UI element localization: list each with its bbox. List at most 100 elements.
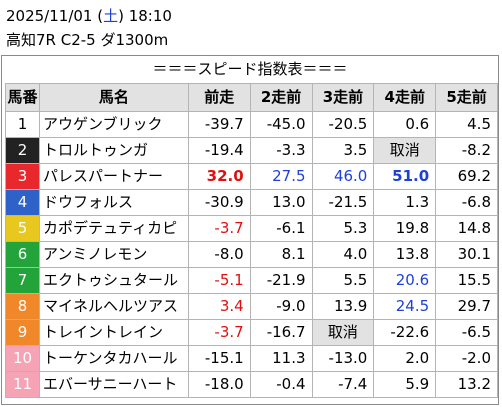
- speed-index-cell: -6.8: [435, 189, 498, 216]
- cancelled-cell: 取消: [311, 319, 375, 346]
- speed-index-cell: 0.6: [373, 111, 437, 138]
- table-row: 1 アウゲンブリック -39.7 -45.0 -20.5 0.6 4.5: [5, 111, 498, 138]
- speed-index-cell: 20.6: [373, 267, 437, 294]
- speed-index-table: 馬番 馬名 前走 2走前 3走前 4走前 5走前 1 アウゲンブリック -39.7-…: [5, 83, 498, 398]
- speed-index-cell: 1.3: [373, 189, 437, 216]
- speed-index-cell: 19.8: [373, 215, 437, 242]
- table-row: 5 カポデテュティカピ -3.7 -6.1 5.3 19.8 14.8: [5, 215, 498, 242]
- table-row: 11 エバーサニーハート -18.0 -0.4 -7.4 5.9 13.2: [5, 371, 498, 398]
- speed-index-cell: 11.3: [249, 345, 313, 372]
- speed-index-cell: -2.0: [435, 345, 498, 372]
- speed-index-cell: 3.4: [187, 293, 251, 320]
- speed-index-cell: -18.0: [187, 371, 251, 398]
- speed-index-cell: 13.0: [249, 189, 313, 216]
- horse-number: 11: [5, 371, 40, 398]
- date-suffix: ) 18:10: [118, 7, 172, 25]
- speed-index-cell: 13.9: [311, 293, 375, 320]
- cancelled-cell: 取消: [373, 137, 437, 164]
- table-row: 4 ドウフォルス -30.9 13.0 -21.5 1.3 -6.8: [5, 189, 498, 216]
- horse-name: アウゲンブリック: [38, 111, 189, 138]
- speed-index-cell: -39.7: [187, 111, 251, 138]
- horse-number: 7: [5, 267, 40, 294]
- speed-index-cell: 27.5: [249, 163, 313, 190]
- speed-index-cell: -22.6: [373, 319, 437, 346]
- table-row: 6 アンミノレモン -8.0 8.1 4.0 13.8 30.1: [5, 241, 498, 268]
- horse-number: 3: [5, 163, 40, 190]
- speed-index-cell: 14.8: [435, 215, 498, 242]
- horse-name: マイネルヘルツアス: [38, 293, 189, 320]
- speed-index-cell: -5.1: [187, 267, 251, 294]
- date-prefix: 2025/11/01 (: [6, 7, 104, 25]
- speed-index-cell: 13.2: [435, 371, 498, 398]
- speed-index-cell: 5.9: [373, 371, 437, 398]
- speed-index-cell: -0.4: [249, 371, 313, 398]
- table-body: 1 アウゲンブリック -39.7 -45.0 -20.5 0.6 4.5 2 トロルトゥンガ -1…: [5, 111, 498, 398]
- speed-index-cell: 15.5: [435, 267, 498, 294]
- speed-index-cell: -7.4: [311, 371, 375, 398]
- horse-number: 9: [5, 319, 40, 346]
- speed-index-cell: -8.2: [435, 137, 498, 164]
- horse-name: カポデテュティカピ: [38, 215, 189, 242]
- speed-index-cell: -3.7: [187, 319, 251, 346]
- horse-name: エバーサニーハート: [38, 371, 189, 398]
- table-row: 3 パレスパートナー 32.0 27.5 46.0 51.0 69.2: [5, 163, 498, 190]
- header-row: 馬番 馬名 前走 2走前 3走前 4走前 5走前: [5, 83, 498, 112]
- race-info: 高知7R C2-5 ダ1300m: [6, 31, 169, 49]
- speed-index-cell: -3.3: [249, 137, 313, 164]
- horse-number: 1: [5, 111, 40, 138]
- speed-index-cell: 32.0: [187, 163, 251, 190]
- horse-name: ドウフォルス: [38, 189, 189, 216]
- speed-index-cell: 5.5: [311, 267, 375, 294]
- speed-index-cell: 4.5: [435, 111, 498, 138]
- speed-index-cell: -6.1: [249, 215, 313, 242]
- speed-index-cell: 29.7: [435, 293, 498, 320]
- horse-number: 2: [5, 137, 40, 164]
- horse-name: トロルトゥンガ: [38, 137, 189, 164]
- col-header-3back: 3走前: [311, 83, 375, 112]
- speed-index-panel: ＝＝＝スピード指数表＝＝＝ 馬番 馬名 前走 2走前 3走前 4走前 5走前 1…: [1, 55, 499, 405]
- horse-name: アンミノレモン: [38, 241, 189, 268]
- horse-name: トレイントレイン: [38, 319, 189, 346]
- speed-index-cell: -9.0: [249, 293, 313, 320]
- table-banner: ＝＝＝スピード指数表＝＝＝: [152, 60, 348, 78]
- speed-index-cell: -21.5: [311, 189, 375, 216]
- horse-number: 6: [5, 241, 40, 268]
- table-row: 9 トレイントレイン -3.7 -16.7 取消 -22.6 -6.5: [5, 319, 498, 346]
- speed-index-cell: -16.7: [249, 319, 313, 346]
- col-header-name: 馬名: [38, 83, 189, 112]
- col-header-2back: 2走前: [249, 83, 313, 112]
- race-datetime: 2025/11/01 (土) 18:10: [6, 7, 172, 25]
- col-header-4back: 4走前: [373, 83, 437, 112]
- speed-index-cell: -30.9: [187, 189, 251, 216]
- speed-index-cell: 69.2: [435, 163, 498, 190]
- col-header-5back: 5走前: [435, 83, 498, 112]
- horse-number: 10: [5, 345, 40, 372]
- horse-number: 4: [5, 189, 40, 216]
- speed-index-cell: -20.5: [311, 111, 375, 138]
- speed-index-cell: 3.5: [311, 137, 375, 164]
- speed-index-cell: -19.4: [187, 137, 251, 164]
- speed-index-cell: 2.0: [373, 345, 437, 372]
- horse-name: パレスパートナー: [38, 163, 189, 190]
- speed-index-cell: -45.0: [249, 111, 313, 138]
- table-row: 10 トーケンタカハール -15.1 11.3 -13.0 2.0 -2.0: [5, 345, 498, 372]
- speed-index-cell: 5.3: [311, 215, 375, 242]
- col-header-number: 馬番: [5, 83, 40, 112]
- table-row: 8 マイネルヘルツアス 3.4 -9.0 13.9 24.5 29.7: [5, 293, 498, 320]
- speed-index-cell: -13.0: [311, 345, 375, 372]
- speed-index-cell: -6.5: [435, 319, 498, 346]
- speed-index-cell: 24.5: [373, 293, 437, 320]
- speed-index-cell: 46.0: [311, 163, 375, 190]
- speed-index-cell: -21.9: [249, 267, 313, 294]
- horse-name: トーケンタカハール: [38, 345, 189, 372]
- horse-name: エクトゥシュタール: [38, 267, 189, 294]
- speed-index-cell: 51.0: [373, 163, 437, 190]
- horse-number: 8: [5, 293, 40, 320]
- speed-index-cell: -15.1: [187, 345, 251, 372]
- weekday: 土: [103, 7, 119, 25]
- speed-index-cell: 13.8: [373, 241, 437, 268]
- col-header-last: 前走: [187, 83, 251, 112]
- speed-index-cell: 8.1: [249, 241, 313, 268]
- table-row: 7 エクトゥシュタール -5.1 -21.9 5.5 20.6 15.5: [5, 267, 498, 294]
- speed-index-cell: -3.7: [187, 215, 251, 242]
